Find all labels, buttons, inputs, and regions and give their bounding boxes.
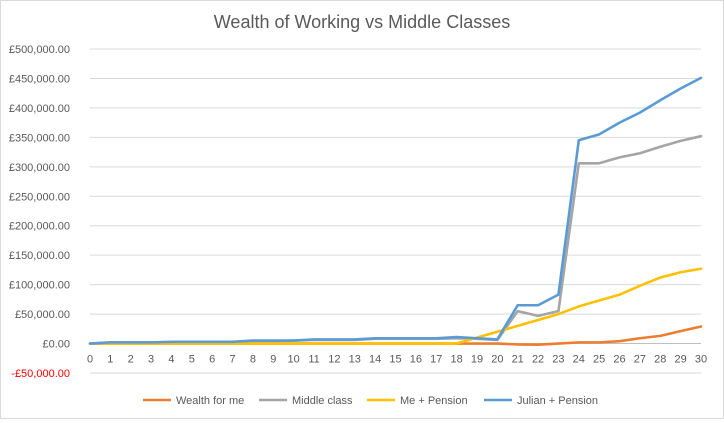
y-tick-label: £400,000.00 [9,103,70,115]
legend-label: Wealth for me [176,395,244,407]
x-tick-label: 27 [634,354,646,366]
legend-label: Middle class [292,395,353,407]
x-tick-label: 25 [593,354,605,366]
y-tick-label: £450,000.00 [9,73,70,85]
legend-entry: Middle class [259,395,353,407]
x-tick-label: 10 [288,354,300,366]
legend-entry: Me + Pension [367,395,468,407]
y-tick-label: £250,000.00 [9,191,70,203]
x-tick-label: 0 [87,354,93,366]
x-tick-label: 20 [491,354,503,366]
x-tick-label: 28 [654,354,666,366]
x-tick-label: 30 [695,354,707,366]
x-tick-label: 14 [369,354,381,366]
x-tick-label: 15 [389,354,401,366]
y-tick-label: £100,000.00 [9,280,70,292]
x-tick-label: 4 [168,354,174,366]
y-tick-label: £0.00 [42,339,70,351]
x-tick-label: 8 [250,354,256,366]
x-tick-label: 5 [189,354,195,366]
x-tick-label: 22 [532,354,544,366]
legend: Wealth for me Middle class Me + Pension Jul… [143,395,598,407]
legend-entry: Wealth for me [143,395,244,407]
x-tick-label: 18 [450,354,462,366]
x-tick-label: 29 [675,354,687,366]
y-tick-label: £150,000.00 [9,250,70,262]
x-axis-tick-labels: 0 1 2 3 4 5 6 7 8 9 10 11 12 13 14 15 16 17 18 19 20 21 22 23 24… [87,354,707,366]
x-tick-label: 13 [349,354,361,366]
series-lines [88,76,703,347]
x-tick-label: 26 [613,354,625,366]
x-tick-label: 12 [328,354,340,366]
x-tick-label: 9 [270,354,276,366]
x-tick-label: 24 [573,354,585,366]
x-tick-label: 3 [148,354,154,366]
legend-label: Me + Pension [400,395,468,407]
x-tick-label: 1 [107,354,113,366]
gridlines [90,48,701,374]
y-tick-label: £300,000.00 [9,162,70,174]
x-tick-label: 23 [552,354,564,366]
x-tick-label: 6 [209,354,215,366]
chart-title: Wealth of Working vs Middle Classes [214,12,510,32]
legend-label: Julian + Pension [517,395,598,407]
series-line-julian-pension [88,76,703,345]
x-tick-label: 16 [410,354,422,366]
y-tick-label: £500,000.00 [9,44,70,56]
y-axis-tick-labels: -£50,000.00 £0.00 £50,000.00 £100,000.00 £15… [9,44,70,380]
x-tick-label: 2 [128,354,134,366]
y-tick-label: £50,000.00 [15,309,70,321]
series-line-me-pension [88,267,703,345]
x-tick-label: 11 [308,354,319,366]
x-tick-label: 19 [471,354,483,366]
x-tick-label: 7 [230,354,236,366]
y-tick-label: £200,000.00 [9,221,70,233]
x-tick-label: 17 [430,354,442,366]
y-tick-label: -£50,000.00 [11,368,70,380]
x-tick-label: 21 [512,354,524,366]
y-tick-label: £350,000.00 [9,132,70,144]
legend-entry: Julian + Pension [484,395,598,407]
